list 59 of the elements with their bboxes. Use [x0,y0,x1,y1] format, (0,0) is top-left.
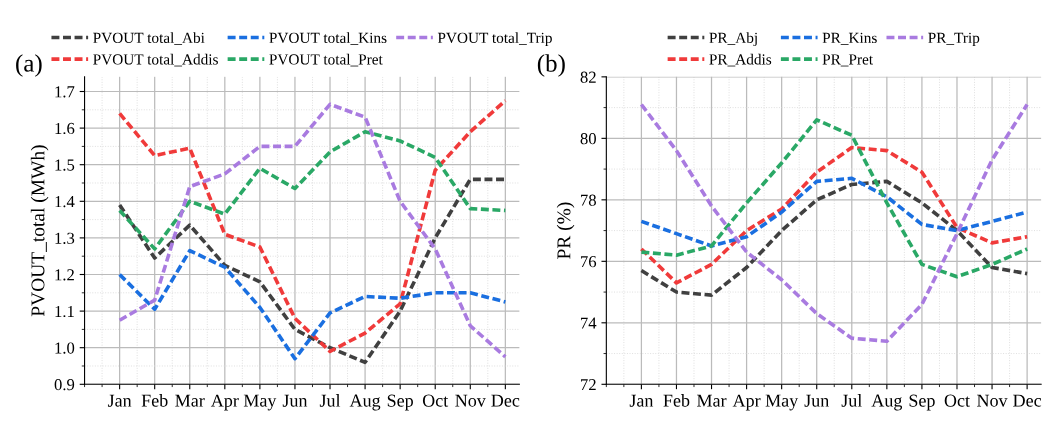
text: (a) [16,54,42,77]
x-tick-label: Jun [804,394,829,407]
line-series [117,129,508,251]
line-series [639,179,1029,297]
y-tick-label: 1.4 [55,196,75,208]
legend-label: PR_Kins [822,32,877,45]
text: (b) [537,54,565,77]
legend-label: PVOUT total_Pret [269,53,383,67]
y-tick-label: 78 [581,194,596,206]
x-tick-label: Mar [697,394,727,407]
line-series [639,145,1029,285]
x-tick-label: May [243,394,277,411]
y-tick-label: 72 [581,379,596,391]
legend-label: PR_Trip [928,32,980,47]
y-tick-label: 1.5 [55,159,75,171]
legend-label: PVOUT total_Abi [93,32,205,45]
y-tick-label: 80 [580,133,596,145]
y-tick-label: 1.0 [55,342,75,354]
y-tick-label: 1.7 [55,86,75,98]
y-tick-label: 1.6 [55,122,75,135]
x-tick-label: Nov [977,394,1008,407]
y-axis-title: PVOUT_total (MWh) [30,145,49,317]
x-tick-label: Sep [387,394,413,411]
x-tick-label: Jul [841,394,862,407]
y-tick-label: 1.3 [55,232,75,244]
legend-label: PVOUT total_Trip [437,32,552,47]
x-tick-label: Jan [629,394,654,407]
x-tick-label: Apr [732,394,761,411]
y-tick-label: 1.2 [55,269,74,281]
y-tick-label: 82 [580,71,596,83]
x-tick-label: Jan [107,394,132,407]
x-tick-label: Aug [349,394,381,411]
legend-label: PR_Pret [822,54,873,67]
x-tick-label: Apr [210,394,239,411]
legend-label: PVOUT total_Addis [93,53,218,67]
x-tick-label: Oct [422,394,449,407]
x-tick-label: Jun [282,394,308,407]
x-tick-label: Nov [455,394,486,407]
legend-label: PVOUT total_Kins [269,32,387,45]
x-tick-label: Feb [141,394,168,407]
x-tick-label: Aug [871,394,903,411]
x-tick-label: Feb [663,394,690,407]
x-tick-label: Sep [909,394,935,411]
y-tick-label: 0.9 [54,379,75,391]
y-axis-title: PR (%) [556,202,575,259]
x-tick-label: Mar [175,394,205,407]
legend-label: PR_Abj [709,32,757,47]
y-tick-label: 74 [581,317,597,329]
line-series [639,118,1029,279]
x-tick-label: Oct [944,394,970,407]
line-series [639,102,1029,344]
x-tick-label: Dec [491,394,520,407]
y-tick-label: 1.1 [55,305,74,318]
legend-label: PR_Addis [709,53,772,67]
x-tick-label: Dec [1013,394,1042,407]
y-tick-label: 76 [581,256,597,268]
x-tick-label: May [765,394,799,411]
line-series [117,248,508,361]
x-tick-label: Jul [319,394,341,407]
